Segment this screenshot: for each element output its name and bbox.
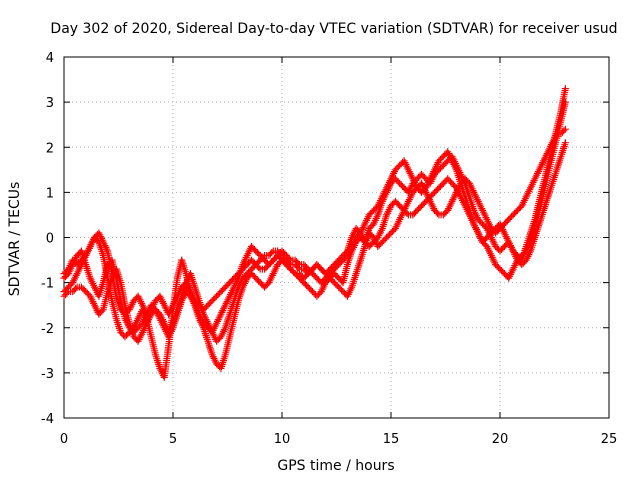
plus-marker-trace [60, 85, 569, 341]
x-axis-label: GPS time / hours [277, 458, 394, 474]
y-tick-label: 4 [46, 51, 54, 66]
y-tick-label: 0 [46, 232, 54, 247]
x-tick-label: 20 [492, 432, 509, 447]
plus-marker-trace [60, 125, 569, 345]
y-tick-labels: -4 -3 -2 -1 0 1 2 3 4 [41, 51, 54, 427]
x-tick-label: 0 [60, 432, 68, 447]
y-tick-label: -4 [41, 412, 54, 427]
series-trace-3 [60, 125, 569, 345]
y-axis-label: SDTVAR / TECUs [7, 182, 23, 297]
y-tick-label: 2 [46, 141, 54, 156]
x-tick-label: 5 [169, 432, 177, 447]
x-tick-labels: 0 5 10 15 20 25 [60, 432, 617, 447]
y-tick-label: 3 [46, 96, 54, 111]
y-tick-label: 1 [46, 186, 54, 201]
x-tick-label: 15 [383, 432, 400, 447]
axis-ticks [63, 56, 610, 419]
data-points [60, 85, 569, 381]
chart-title: Day 302 of 2020, Sidereal Day-to-day VTE… [50, 21, 617, 37]
x-tick-label: 10 [274, 432, 291, 447]
y-tick-label: -2 [41, 322, 54, 337]
x-tick-label: 25 [601, 432, 618, 447]
series-trace-4 [60, 85, 569, 341]
y-tick-label: -3 [41, 367, 54, 382]
y-tick-label: -1 [41, 277, 54, 292]
